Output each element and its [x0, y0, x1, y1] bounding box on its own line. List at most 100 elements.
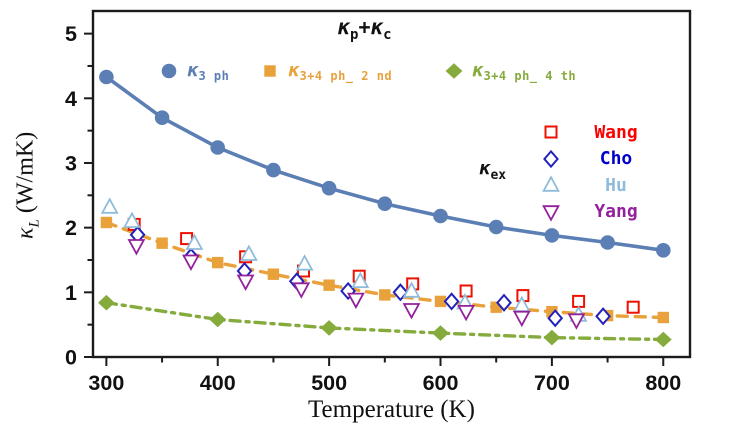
legend-kappa-ex-label: κex — [479, 157, 507, 183]
data-point-Yang — [402, 303, 421, 320]
legend-label-k3ph: κ3 ph — [187, 58, 230, 84]
legend-item-k34ph-2nd: κ3+4 ph_ 2 nd — [259, 59, 392, 83]
x-tick-label: 700 — [534, 371, 570, 395]
legend-item-k34ph-4th: κ3+4 ph_ 4 th — [443, 59, 576, 83]
data-point-Cho — [496, 293, 512, 312]
y-tick-label: 1 — [65, 281, 77, 305]
y-tick-label: 3 — [65, 151, 77, 175]
legend-item-k3ph: κ3 ph — [158, 59, 229, 83]
axis-tick-labels: 300 400 500 600 700 800 0 1 2 3 4 5 — [65, 22, 681, 395]
legend-item-wang: Wang — [541, 119, 659, 146]
chart-title: κp+κc — [337, 15, 392, 43]
data-point-kappa_3ph — [321, 180, 337, 196]
data-point-kappa_3+4ph_2nd — [657, 311, 669, 324]
data-point-Yang — [236, 274, 255, 291]
data-point-Hu — [185, 233, 204, 250]
diamond-marker-icon — [445, 63, 463, 79]
data-point-kappa_3+4ph_2nd — [434, 295, 447, 308]
open-diamond-marker-icon — [543, 149, 559, 168]
series-markers-Yang — [127, 239, 586, 330]
data-point-kappa_3ph — [266, 162, 281, 178]
data-point-Wang — [626, 300, 640, 314]
y-tick-label: 5 — [65, 22, 77, 46]
x-tick-label: 600 — [423, 371, 459, 395]
legend-label-wang: Wang — [594, 121, 638, 143]
legend-label-cho: Cho — [599, 148, 633, 170]
data-point-Yang — [457, 305, 476, 322]
x-tick-label: 300 — [88, 371, 124, 395]
y-axis-title: κL (W/mK) — [12, 131, 43, 239]
data-point-kappa_3+4ph_4th — [209, 311, 227, 328]
data-point-kappa_3ph — [600, 235, 615, 250]
title-kappa-p: κ — [337, 15, 351, 39]
data-point-Yang — [292, 282, 311, 299]
data-point-Yang — [182, 254, 200, 271]
data-point-kappa_3+4ph_4th — [432, 325, 449, 341]
data-point-kappa_3+4ph_2nd — [379, 289, 391, 301]
data-point-kappa_3ph — [210, 140, 225, 155]
data-point-kappa_3ph — [544, 228, 560, 243]
data-point-Wang — [459, 284, 473, 298]
data-point-kappa_3ph — [154, 110, 170, 125]
data-point-kappa_3+4ph_2nd — [490, 301, 502, 313]
data-point-kappa_3+4ph_4th — [98, 294, 115, 311]
data-point-Cho — [547, 309, 564, 328]
data-point-kappa_3+4ph_4th — [543, 329, 561, 346]
data-point-kappa_3ph — [99, 69, 114, 85]
x-tick-label: 400 — [200, 371, 236, 395]
data-point-Cho — [443, 292, 460, 311]
data-point-kappa_3+4ph_2nd — [323, 279, 335, 291]
data-point-Hu — [402, 281, 421, 298]
data-point-Hu — [123, 211, 141, 228]
open-triangle-down-marker-icon — [542, 205, 560, 222]
series-line-kappa_3+4ph_4th — [104, 301, 665, 342]
data-point-kappa_3+4ph_2nd — [267, 268, 280, 280]
data-point-kappa_3ph — [656, 243, 671, 258]
legend-label-k34ph-4th: κ3+4 ph_ 4 th — [472, 58, 577, 84]
circle-marker-icon — [161, 63, 177, 79]
data-point-Yang — [346, 292, 365, 310]
data-point-Wang — [572, 294, 586, 308]
plot-frame — [91, 9, 692, 359]
data-point-kappa_3+4ph_4th — [654, 331, 672, 348]
legend-label-yang: Yang — [594, 201, 638, 223]
y-tick-label: 0 — [65, 346, 77, 370]
data-point-Hu — [239, 244, 258, 261]
data-point-Cho — [595, 307, 612, 326]
legend-label-k34ph-2nd: κ3+4 ph_ 2 nd — [288, 58, 393, 84]
series-markers-kappa_3+4ph_2nd — [100, 216, 669, 324]
data-point-kappa_3ph — [488, 219, 504, 235]
legend-item-hu: Hu — [541, 172, 659, 199]
open-triangle-up-marker-icon — [542, 175, 560, 192]
x-tick-label: 500 — [311, 371, 347, 395]
square-marker-icon — [264, 65, 276, 77]
data-point-kappa_3+4ph_2nd — [100, 216, 113, 229]
y-tick-label: 2 — [65, 216, 77, 240]
series-markers-Hu — [100, 197, 588, 322]
data-point-kappa_3+4ph_2nd — [546, 306, 558, 318]
y-tick-label: 4 — [65, 87, 77, 111]
data-point-Yang — [127, 239, 146, 256]
x-tick-label: 800 — [645, 371, 681, 395]
legend-label-hu: Hu — [605, 174, 627, 196]
data-point-kappa_3ph — [433, 208, 448, 224]
title-kappa-c: κ — [370, 15, 384, 39]
data-point-Hu — [295, 254, 314, 271]
data-point-kappa_3+4ph_4th — [320, 320, 338, 336]
series-markers-kappa_3ph — [99, 69, 671, 258]
data-point-Yang — [512, 310, 531, 328]
data-point-kappa_3+4ph_2nd — [212, 256, 224, 269]
data-point-Hu — [100, 197, 119, 214]
open-square-marker-icon — [544, 125, 558, 139]
data-point-Yang — [567, 313, 586, 330]
legend-item-cho: Cho — [541, 146, 659, 173]
axis-ticks — [84, 32, 665, 366]
legend-experimental: Wang Cho Hu Yang — [541, 119, 659, 225]
data-point-kappa_3ph — [377, 196, 393, 211]
data-point-kappa_3+4ph_2nd — [156, 237, 168, 249]
data-point-Hu — [351, 271, 370, 288]
x-axis-title: Temperature (K) — [308, 396, 475, 423]
legend-item-yang: Yang — [541, 199, 659, 226]
